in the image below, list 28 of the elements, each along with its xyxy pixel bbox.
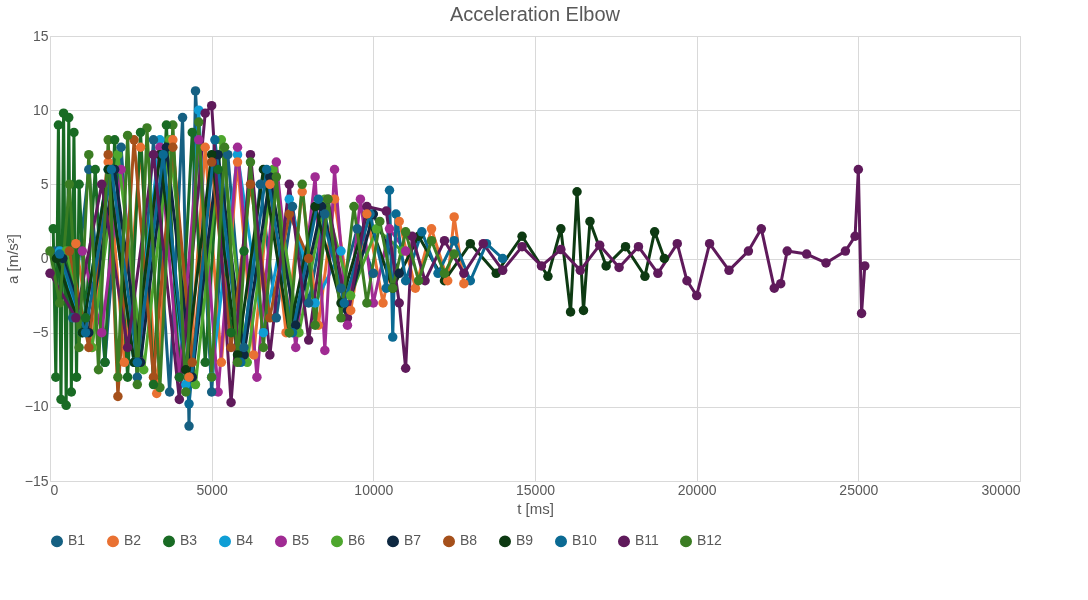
y-tick-label: 5 [40, 175, 49, 192]
y-tick-label: −10 [24, 398, 49, 415]
x-tick-label: 15000 [516, 481, 556, 498]
legend-label: B7 [404, 532, 422, 549]
legend-label: B4 [236, 532, 254, 549]
legend-label: B9 [516, 532, 534, 549]
x-tick-label: 25000 [839, 481, 879, 498]
x-tick-label: 5000 [196, 481, 228, 498]
x-tick-label: 10000 [354, 481, 394, 498]
legend-label: B11 [635, 532, 660, 549]
x-axis-title: t [ms] [517, 499, 554, 517]
legend-label: B8 [460, 532, 478, 549]
legend-label: B12 [697, 532, 723, 549]
x-tick-label: 20000 [677, 481, 717, 498]
legend-label: B1 [68, 532, 86, 549]
x-tick-label: 30000 [981, 481, 1021, 498]
legend-label: B6 [348, 532, 366, 549]
legend-label: B2 [124, 532, 142, 549]
legend-label: B10 [572, 532, 598, 549]
y-tick-label: −15 [24, 472, 49, 489]
y-axis-title: a [m/s²] [3, 233, 21, 285]
y-tick-label: 15 [32, 27, 49, 44]
legend-label: B3 [180, 532, 198, 549]
y-tick-label: 10 [32, 101, 49, 118]
legend-label: B5 [292, 532, 310, 549]
chart-title: Acceleration Elbow [449, 3, 621, 25]
y-tick-label: 0 [40, 250, 49, 266]
y-tick-label: −5 [32, 324, 49, 341]
